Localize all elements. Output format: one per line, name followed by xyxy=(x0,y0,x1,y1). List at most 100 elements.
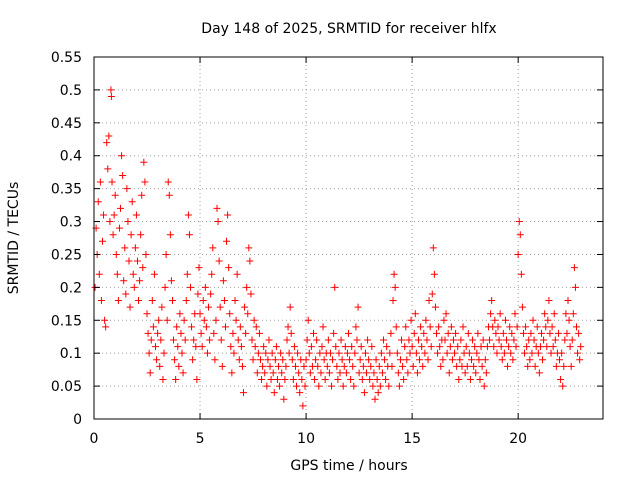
data-point xyxy=(500,349,508,357)
y-tick-label: 0.05 xyxy=(51,379,82,395)
data-point xyxy=(113,270,121,278)
data-point xyxy=(381,356,389,364)
data-point xyxy=(440,316,448,324)
data-point xyxy=(429,244,437,252)
data-point xyxy=(120,277,128,285)
data-point xyxy=(551,336,559,344)
data-point xyxy=(110,211,118,219)
data-point xyxy=(284,323,292,331)
data-point xyxy=(452,329,460,337)
data-point xyxy=(133,257,141,265)
data-point xyxy=(94,198,102,206)
data-point xyxy=(575,329,583,337)
data-point xyxy=(504,362,512,370)
data-point xyxy=(461,369,469,377)
data-point xyxy=(331,283,339,291)
data-point xyxy=(236,323,244,331)
data-point xyxy=(410,329,418,337)
data-point xyxy=(231,297,239,305)
data-point xyxy=(427,343,435,351)
data-point xyxy=(185,231,193,239)
data-point xyxy=(326,349,334,357)
plot-frame xyxy=(93,56,604,420)
data-point xyxy=(243,283,251,291)
data-point xyxy=(368,343,376,351)
data-point xyxy=(122,290,130,298)
data-point xyxy=(283,336,291,344)
data-point xyxy=(329,356,337,364)
data-point xyxy=(486,336,494,344)
data-point xyxy=(139,264,147,272)
data-point xyxy=(475,356,483,364)
data-point xyxy=(106,218,114,226)
data-point xyxy=(142,250,150,258)
data-point xyxy=(535,369,543,377)
x-tick-label: 20 xyxy=(509,431,527,447)
data-point xyxy=(474,329,482,337)
data-point xyxy=(392,323,400,331)
data-point xyxy=(447,323,455,331)
data-point xyxy=(202,323,210,331)
data-point xyxy=(431,303,439,311)
data-point xyxy=(526,356,534,364)
data-point xyxy=(521,349,529,357)
data-point xyxy=(437,362,445,370)
data-point xyxy=(167,277,175,285)
data-point xyxy=(156,362,164,370)
data-point xyxy=(314,362,322,370)
data-point xyxy=(383,343,391,351)
data-point xyxy=(482,369,490,377)
y-tick-label: 0.3 xyxy=(60,215,82,231)
data-point xyxy=(119,171,127,179)
data-point xyxy=(132,211,140,219)
data-point xyxy=(522,323,530,331)
data-point xyxy=(435,323,443,331)
data-points xyxy=(91,86,585,410)
data-point xyxy=(361,349,369,357)
data-point xyxy=(433,329,441,337)
data-point xyxy=(181,336,189,344)
data-point xyxy=(289,376,297,384)
data-point xyxy=(349,362,357,370)
data-point xyxy=(195,264,203,272)
data-point xyxy=(112,250,120,258)
data-point xyxy=(325,369,333,377)
data-point xyxy=(219,277,227,285)
data-point xyxy=(530,336,538,344)
data-point xyxy=(352,323,360,331)
data-point xyxy=(263,382,271,390)
data-point xyxy=(150,270,158,278)
data-point xyxy=(517,270,525,278)
data-point xyxy=(374,389,382,397)
data-point xyxy=(198,343,206,351)
data-point xyxy=(205,303,213,311)
data-point xyxy=(228,369,236,377)
data-point xyxy=(285,349,293,357)
data-point xyxy=(176,310,184,318)
data-point xyxy=(550,310,558,318)
data-point xyxy=(330,329,338,337)
data-point xyxy=(527,329,535,337)
data-point xyxy=(316,349,324,357)
data-point xyxy=(216,303,224,311)
data-point xyxy=(512,343,520,351)
data-point xyxy=(315,382,323,390)
data-point xyxy=(366,376,374,384)
data-point xyxy=(229,329,237,337)
data-point xyxy=(456,356,464,364)
data-point xyxy=(227,343,235,351)
data-point xyxy=(280,395,288,403)
data-point xyxy=(561,336,569,344)
data-point xyxy=(317,369,325,377)
data-point xyxy=(382,376,390,384)
data-point xyxy=(495,336,503,344)
data-point xyxy=(497,343,505,351)
data-point xyxy=(256,356,264,364)
data-point xyxy=(343,349,351,357)
y-tick-label: 0.45 xyxy=(51,116,82,132)
data-point xyxy=(328,382,336,390)
data-point xyxy=(351,349,359,357)
data-point xyxy=(556,356,564,364)
data-point xyxy=(564,297,572,305)
data-point xyxy=(118,152,126,160)
